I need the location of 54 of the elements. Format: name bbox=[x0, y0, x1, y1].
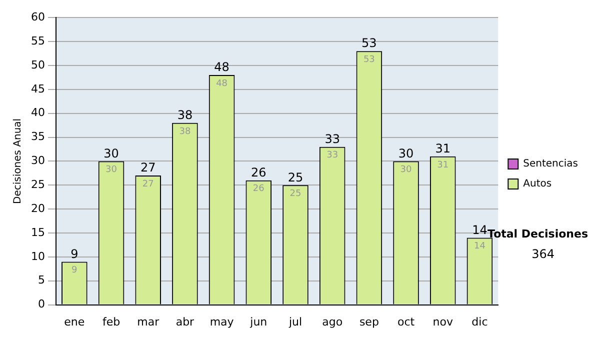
total-label: 26 bbox=[251, 165, 266, 180]
data-label: 38 bbox=[179, 126, 191, 137]
x-tick-label: ene bbox=[64, 315, 85, 328]
x-tick-label: feb bbox=[102, 315, 120, 328]
y-tick-label: 40 bbox=[30, 106, 45, 120]
total-label: 14 bbox=[472, 222, 488, 237]
total-label: 27 bbox=[140, 160, 156, 175]
data-label: 26 bbox=[252, 184, 265, 194]
data-label: 53 bbox=[363, 54, 375, 65]
y-tick-label: 10 bbox=[30, 250, 45, 263]
data-label: 30 bbox=[400, 165, 412, 176]
total-label: 30 bbox=[398, 146, 414, 160]
data-label: 9 bbox=[72, 266, 78, 276]
x-tick-label: jun bbox=[249, 315, 268, 328]
y-tick-label: 5 bbox=[38, 274, 45, 287]
y-tick-label: 30 bbox=[30, 154, 45, 168]
total-label: 25 bbox=[288, 170, 304, 184]
data-label: 14 bbox=[474, 242, 486, 252]
data-label: 27 bbox=[142, 179, 154, 190]
legend-label: Autos bbox=[523, 178, 552, 190]
data-label: 31 bbox=[437, 160, 449, 170]
data-label: 48 bbox=[216, 78, 228, 89]
y-tick-label: 45 bbox=[30, 82, 45, 96]
x-tick-label: may bbox=[210, 315, 234, 328]
x-tick-label: oct bbox=[397, 315, 416, 328]
y-tick-label: 35 bbox=[30, 130, 45, 144]
y-tick-label: 50 bbox=[30, 58, 45, 72]
x-tick-label: jul bbox=[288, 315, 302, 328]
data-label: 25 bbox=[290, 188, 302, 199]
y-axis-title: Decisiones Anual bbox=[12, 118, 24, 204]
total-label: 53 bbox=[362, 36, 377, 50]
data-label: 30 bbox=[106, 165, 118, 176]
legend-label: Sentencias bbox=[523, 158, 578, 170]
y-tick-label: 55 bbox=[30, 34, 45, 48]
y-tick-label: 20 bbox=[30, 202, 45, 215]
x-tick-label: mar bbox=[137, 315, 160, 328]
total-label: 33 bbox=[324, 132, 340, 146]
y-tick-label: 60 bbox=[30, 10, 45, 24]
text: 364 bbox=[532, 247, 555, 262]
y-tick-label: 15 bbox=[30, 226, 45, 239]
total-label: 30 bbox=[104, 146, 119, 160]
x-tick-label: abr bbox=[176, 315, 195, 328]
total-label: 38 bbox=[177, 108, 193, 122]
annotation: Total Decisiones bbox=[488, 227, 588, 240]
total-label: 9 bbox=[70, 246, 78, 261]
total-label: 48 bbox=[214, 60, 230, 74]
total-label: 31 bbox=[435, 142, 451, 156]
x-tick-label: sep bbox=[359, 315, 379, 328]
y-tick-label: 0 bbox=[38, 298, 45, 311]
x-tick-label: nov bbox=[432, 315, 454, 328]
x-tick-label: ago bbox=[322, 315, 343, 328]
data-label: 33 bbox=[326, 150, 338, 161]
x-tick-label: dic bbox=[472, 315, 488, 328]
y-tick-label: 25 bbox=[30, 178, 45, 191]
